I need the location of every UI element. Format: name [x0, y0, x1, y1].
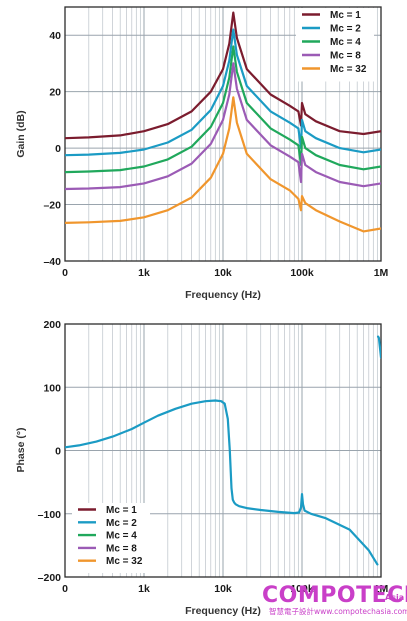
y-tick-label: 20	[49, 87, 61, 99]
legend-label: Mc = 32	[106, 556, 143, 567]
x-axis-label: Frequency (Hz)	[185, 605, 261, 617]
series-line-mc-2	[65, 28, 381, 157]
x-tick-label: 100k	[290, 583, 314, 595]
legend-label: Mc = 4	[330, 37, 361, 48]
series-line-mc-1	[65, 11, 381, 140]
watermark-sub: 智慧電子設計www.compotechasia.com	[269, 606, 407, 616]
legend-label: Mc = 1	[330, 10, 361, 21]
legend-label: Mc = 2	[106, 518, 137, 529]
y-axis-label: Phase (°)	[15, 427, 27, 472]
series-line-mc-32	[65, 96, 381, 233]
x-tick-label: 10k	[214, 267, 232, 279]
y-axis-label: Gain (dB)	[15, 110, 27, 157]
x-tick-label: 10k	[214, 583, 232, 595]
series-line-mc-8	[65, 62, 381, 191]
y-tick-label: 200	[43, 319, 61, 331]
x-tick-label: 1k	[138, 583, 150, 595]
x-axis-label: Frequency (Hz)	[185, 289, 261, 301]
legend-label: Mc = 32	[330, 64, 367, 75]
watermark-suffix: Asia	[385, 593, 404, 602]
legend-label: Mc = 2	[330, 24, 361, 35]
series-line-mc-4	[65, 45, 381, 174]
y-tick-label: 0	[55, 143, 61, 155]
gain-chart: 0 1k 10k 100k 1M 40 20 0 –20 –40 Frequency (Hz) Gai…	[15, 6, 389, 301]
phase-chart: 0 1k 10k 100k 1M 200 100 0 –100 –200 Frequency (Hz…	[15, 319, 389, 617]
legend-label: Mc = 1	[106, 505, 137, 516]
y-tick-label: 100	[43, 382, 61, 394]
legend-label: Mc = 8	[330, 51, 361, 62]
watermark-main: COMPOTECH	[262, 583, 407, 608]
y-tick-label: –200	[38, 572, 62, 584]
y-tick-label: –40	[43, 256, 61, 268]
x-tick-label: 1M	[374, 583, 389, 595]
x-tick-label: 100k	[290, 267, 314, 279]
legend-label: Mc = 4	[106, 531, 137, 542]
legend: Mc = 1 Mc = 2 Mc = 4 Mc = 8 Mc = 32	[296, 8, 374, 82]
legend: Mc = 1 Mc = 2 Mc = 4Mc = 8 Mc = 32	[72, 503, 150, 573]
y-tick-label: 40	[49, 30, 61, 42]
y-tick-label: 0	[55, 446, 61, 458]
x-tick-label: 1M	[374, 267, 389, 279]
plot-frame	[64, 323, 382, 578]
y-tick-label: –100	[38, 509, 62, 521]
plot-frame	[64, 6, 382, 262]
legend-label: Mc = 8	[106, 543, 137, 554]
x-tick-label: 0	[62, 583, 68, 595]
series-group	[65, 335, 381, 566]
x-tick-label: 0	[62, 267, 68, 279]
x-tick-label: 1k	[138, 267, 150, 279]
watermark-logo: COMPOTECH Asia 智慧電子設計www.compotechasia.c…	[262, 583, 407, 616]
series-line-mc-2	[65, 335, 381, 566]
y-tick-label: –20	[43, 200, 61, 212]
series-group	[65, 11, 381, 233]
